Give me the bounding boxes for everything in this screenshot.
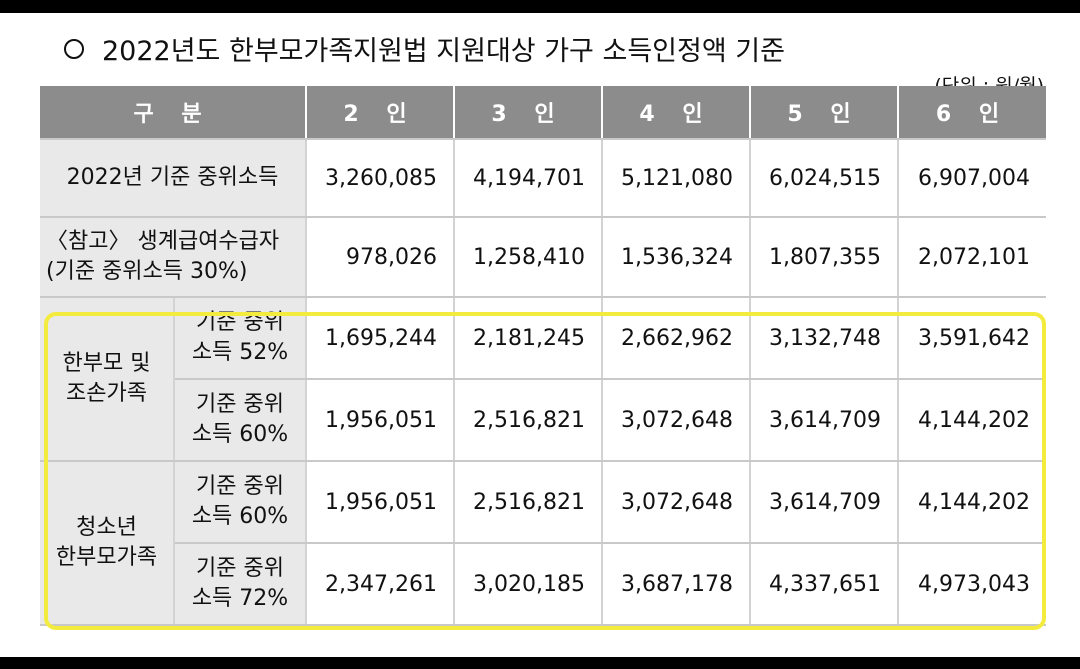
table-cell: 3,072,648 [602,461,752,544]
table-cell: 6,907,004 [898,139,1047,218]
table-cell: 4,144,202 [898,379,1047,462]
group-label-line: 청소년 [76,515,137,540]
table-cell: 2,516,821 [454,461,604,544]
table-cell: 6,024,515 [750,139,900,218]
sub-label-line: 기준 중위 [196,474,284,499]
table-header-row: 구 분 2 인 3 인 4 인 5 인 6 인 [40,86,1047,140]
sub-label: 기준 중위 소득 60% [174,379,308,462]
header-col: 5 인 [750,86,900,140]
sub-label-line: 소득 60% [191,422,289,447]
page-title: 2022년도 한부모가족지원법 지원대상 가구 소득인정액 기준 [64,29,785,68]
sub-label-line: 기준 중위 [196,392,284,417]
table-row-youth-72: 기준 중위 소득 72% 2,347,261 3,020,185 3,687,1… [40,543,1047,626]
table-cell: 1,956,051 [306,379,456,462]
table-cell: 2,662,962 [602,297,752,380]
header-col: 3 인 [454,86,604,140]
sub-label: 기준 중위 소득 72% [174,543,308,626]
sub-label-line: 소득 52% [191,340,289,365]
row-label-line: 〈참고〉 생계급여수급자 [46,229,280,254]
table-cell: 3,687,178 [602,543,752,626]
table-cell: 4,194,701 [454,139,604,218]
sub-label-line: 기준 중위 [196,556,284,581]
table-cell: 2,072,101 [898,217,1047,298]
table-cell: 2,347,261 [306,543,456,626]
sub-label-line: 소득 60% [191,504,289,529]
header-category: 구 분 [40,86,308,140]
table-cell: 1,536,324 [602,217,752,298]
row-label-line: (기준 중위소득 30%) [46,259,248,284]
table-cell: 3,591,642 [898,297,1047,380]
table-cell: 1,695,244 [306,297,456,380]
income-table: 구 분 2 인 3 인 4 인 5 인 6 인 2022년 기준 중위소득 3,… [40,86,1047,626]
header-col: 6 인 [898,86,1047,140]
table-row-single-parent-52: 한부모 및 조손가족 기준 중위 소득 52% 1,695,244 2,181,… [40,297,1047,462]
table-cell: 2,181,245 [454,297,604,380]
table-cell: 2,516,821 [454,379,604,462]
table-cell: 4,973,043 [898,543,1047,626]
table-row-median: 2022년 기준 중위소득 3,260,085 4,194,701 5,121,… [40,139,1047,218]
table-cell: 3,260,085 [306,139,456,218]
table-cell: 3,072,648 [602,379,752,462]
group-label-line: 조손가족 [66,381,147,406]
table-cell: 5,121,080 [602,139,752,218]
table-cell: 978,026 [306,217,456,298]
title-text: 2022년도 한부모가족지원법 지원대상 가구 소득인정액 기준 [102,36,785,67]
sub-label-line: 기준 중위 [196,310,284,335]
sub-label: 기준 중위 소득 52% [174,297,308,380]
table-cell: 1,258,410 [454,217,604,298]
table-cell: 4,144,202 [898,461,1047,544]
header-col: 4 인 [602,86,752,140]
group-label-line: 한부모 및 [62,351,151,376]
table-row-youth-60: 청소년 한부모가족 기준 중위 소득 60% 1,956,051 2,516,8… [40,461,1047,626]
table-cell: 4,337,651 [750,543,900,626]
sub-label-line: 소득 72% [191,586,289,611]
group-label: 청소년 한부모가족 [40,461,175,626]
header-col: 2 인 [306,86,456,140]
sub-label: 기준 중위 소득 60% [174,461,308,544]
table-cell: 3,020,185 [454,543,604,626]
table-cell: 3,132,748 [750,297,900,380]
table-row-single-parent-60: 기준 중위 소득 60% 1,956,051 2,516,821 3,072,6… [40,379,1047,462]
group-label: 한부모 및 조손가족 [40,297,175,462]
table-cell: 3,614,709 [750,461,900,544]
row-label: 2022년 기준 중위소득 [40,139,308,218]
table-cell: 1,807,355 [750,217,900,298]
table-row-livelihood: 〈참고〉 생계급여수급자 (기준 중위소득 30%) 978,026 1,258… [40,217,1047,298]
bullet-circle-icon [64,38,84,59]
table-cell: 1,956,051 [306,461,456,544]
row-label: 〈참고〉 생계급여수급자 (기준 중위소득 30%) [40,217,308,298]
table-cell: 3,614,709 [750,379,900,462]
group-label-line: 한부모가족 [55,545,158,570]
